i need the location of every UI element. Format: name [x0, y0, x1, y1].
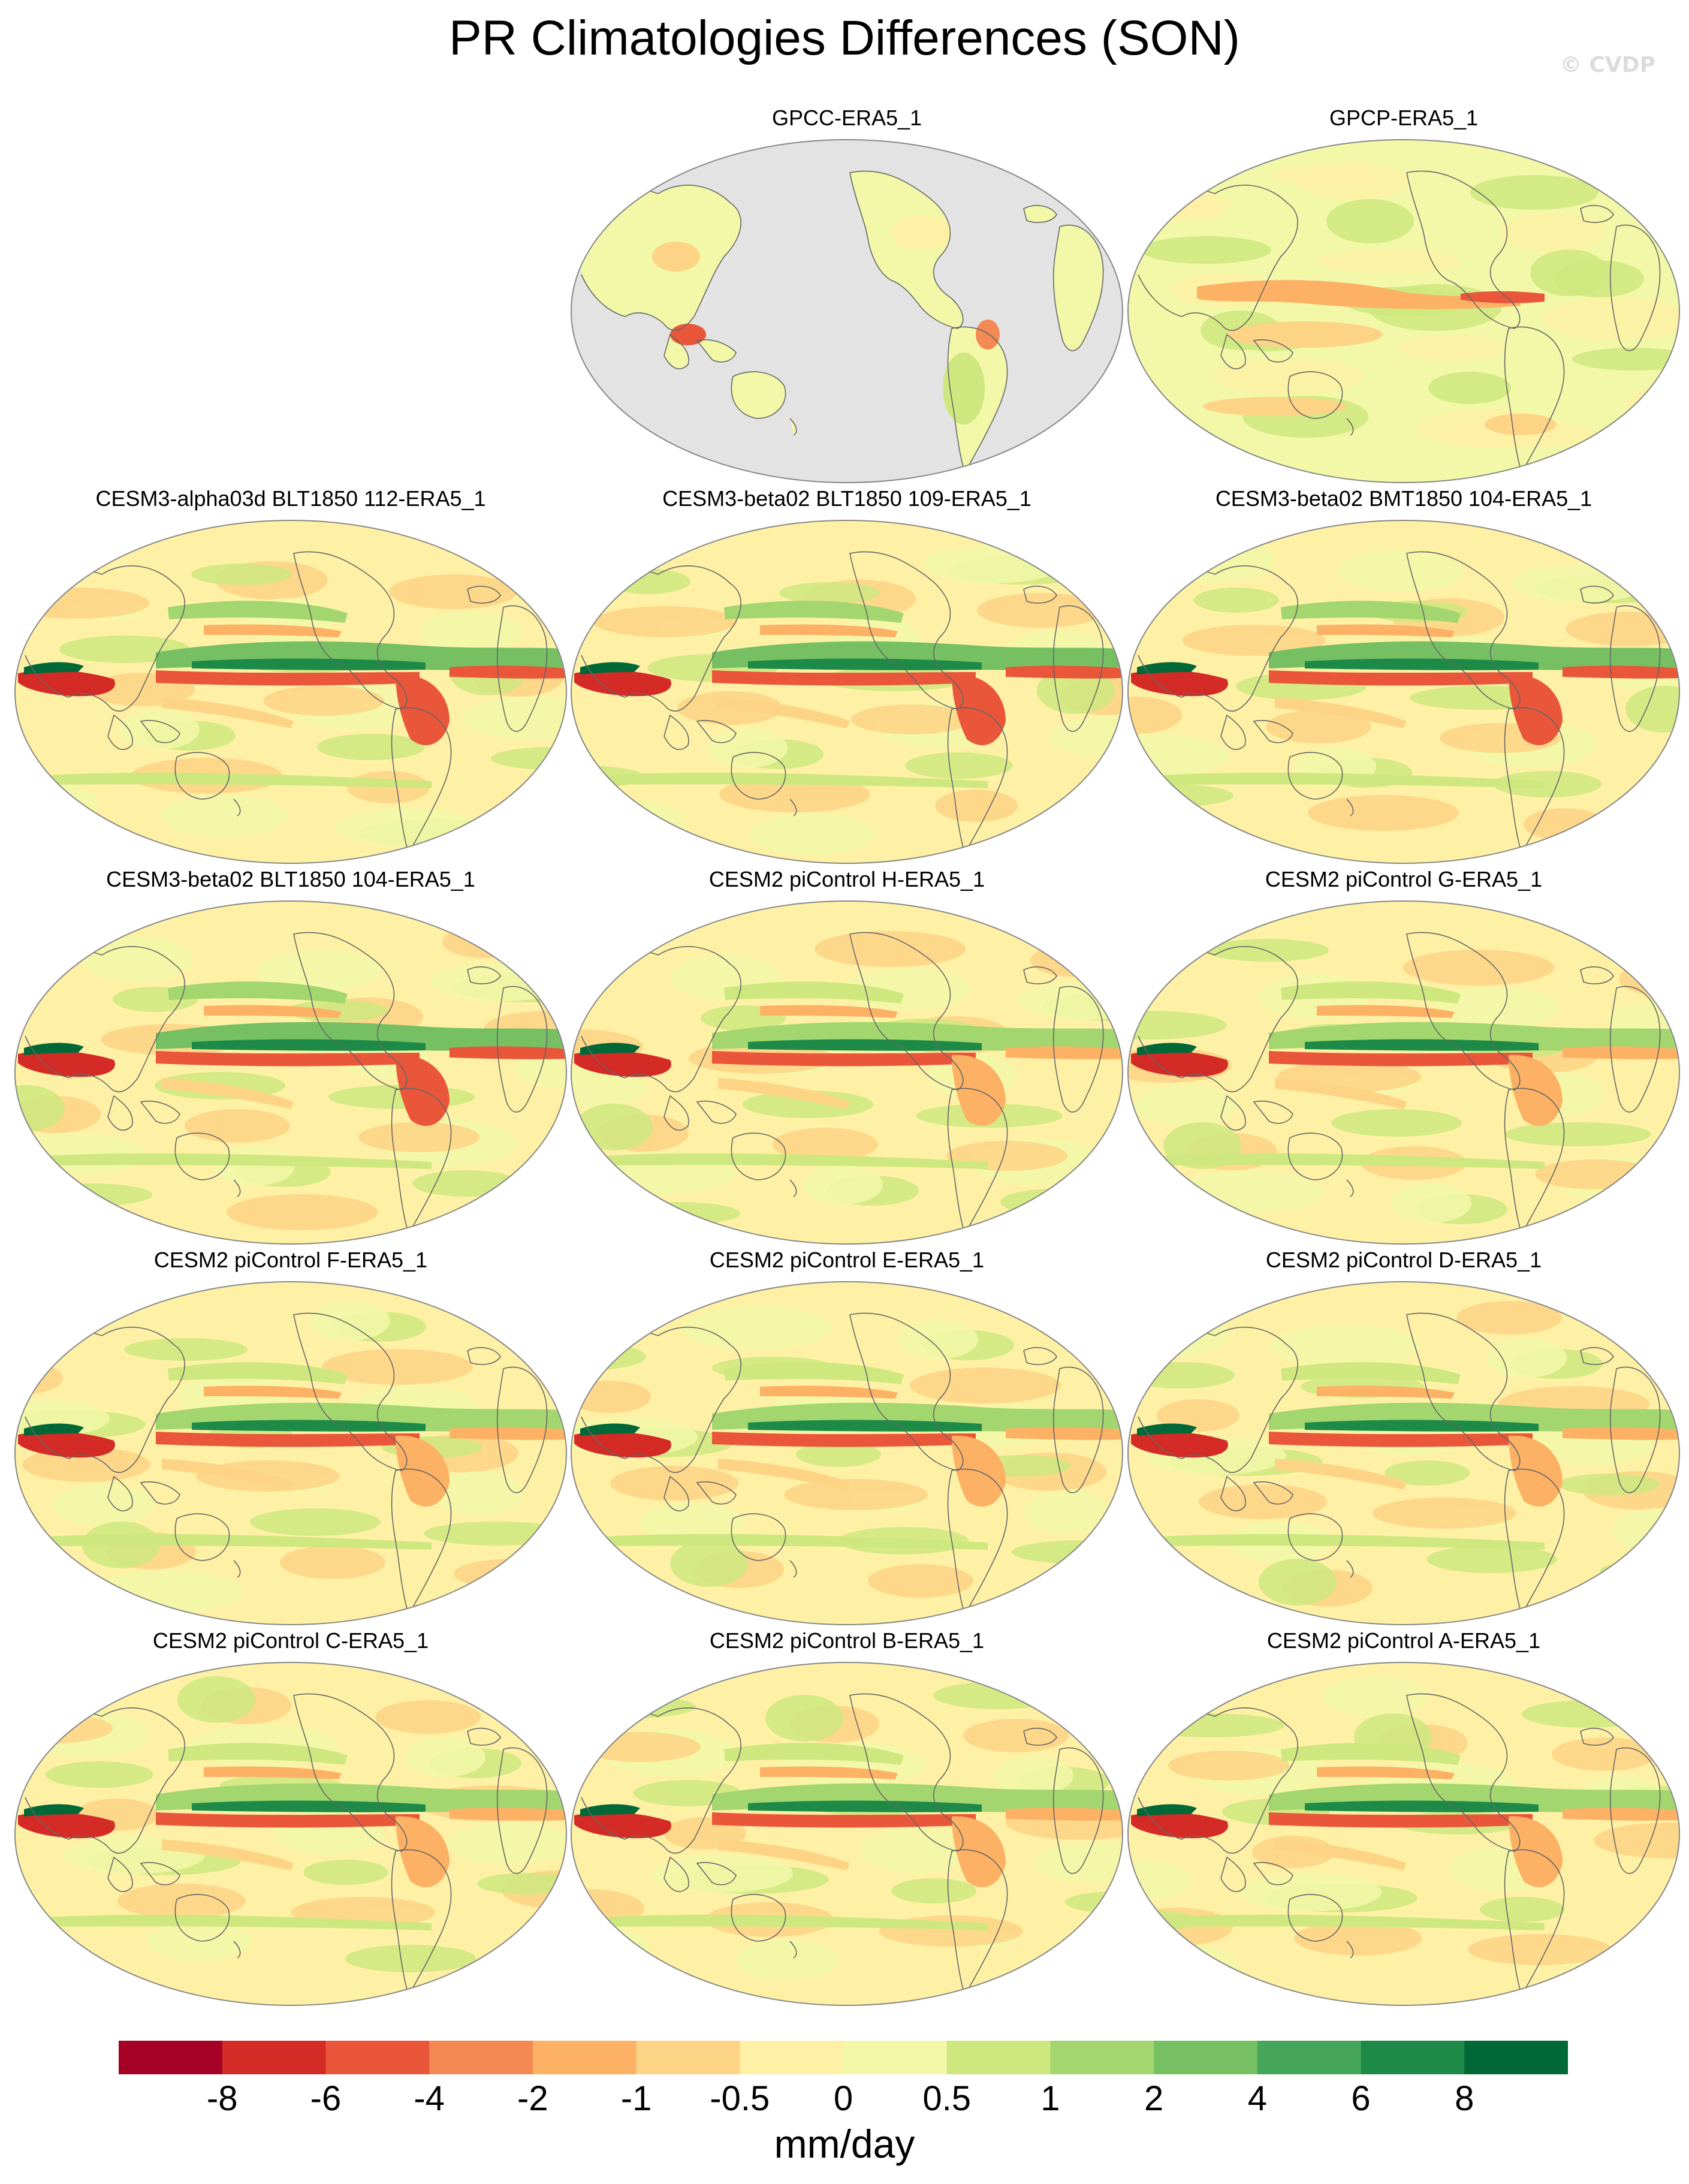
- colorbar-tick-label: -8: [206, 2079, 238, 2118]
- colorbar: [119, 2041, 1568, 2074]
- colorbar-swatch: [1154, 2041, 1258, 2074]
- map-panel: CESM3-beta02 BLT1850 104-ERA5_1: [12, 863, 569, 1247]
- precip-difference-map: [571, 520, 1123, 864]
- colorbar-swatch: [636, 2041, 740, 2074]
- colorbar-swatch: [222, 2041, 326, 2074]
- precip-difference-map: [571, 900, 1123, 1245]
- figure-title: PR Climatologies Differences (SON): [448, 11, 1240, 65]
- precip-difference-map: [571, 139, 1123, 483]
- precip-difference-map: [14, 1281, 567, 1625]
- precip-difference-map: [571, 1662, 1123, 2006]
- map-panel: CESM2 piControl A-ERA5_1: [1125, 1625, 1682, 2008]
- map-panel: CESM2 piControl E-ERA5_1: [568, 1244, 1126, 1628]
- map-panel: CESM2 piControl B-ERA5_1: [568, 1625, 1126, 2008]
- colorbar-tick-label: 2: [1144, 2079, 1164, 2118]
- colorbar-swatch: [843, 2041, 948, 2074]
- colorbar-tick-label: -0.5: [710, 2079, 770, 2118]
- panel-title: CESM2 piControl D-ERA5_1: [1265, 1248, 1542, 1272]
- colorbar-swatch: [1361, 2041, 1465, 2074]
- colorbar-units: mm/day: [774, 2122, 915, 2166]
- colorbar-swatch: [740, 2041, 844, 2074]
- colorbar-tick-label: 0.5: [922, 2079, 972, 2118]
- panel-title: CESM3-beta02 BLT1850 109-ERA5_1: [662, 486, 1032, 511]
- panel-title: CESM2 piControl F-ERA5_1: [153, 1248, 428, 1272]
- map-panel: GPCP-ERA5_1: [1125, 102, 1682, 486]
- panel-title: GPCP-ERA5_1: [1329, 106, 1479, 130]
- map-panel: CESM2 piControl C-ERA5_1: [12, 1625, 569, 2008]
- colorbar-swatch: [429, 2041, 533, 2074]
- precip-difference-map: [1127, 1281, 1680, 1625]
- panel-title: CESM2 piControl H-ERA5_1: [708, 867, 985, 891]
- map-panel: CESM3-beta02 BMT1850 104-ERA5_1: [1125, 483, 1682, 866]
- map-panel: CESM2 piControl G-ERA5_1: [1125, 863, 1682, 1247]
- colorbar-swatch: [946, 2041, 1051, 2074]
- precip-difference-map: [571, 1281, 1123, 1625]
- panel-title: CESM2 piControl C-ERA5_1: [152, 1628, 429, 1653]
- precip-difference-map: [14, 1662, 567, 2006]
- panel-title: CESM3-beta02 BMT1850 104-ERA5_1: [1215, 486, 1593, 511]
- map-panel: CESM2 piControl H-ERA5_1: [568, 863, 1126, 1247]
- colorbar-swatch: [1464, 2041, 1568, 2074]
- panel-title: CESM2 piControl A-ERA5_1: [1266, 1628, 1541, 1653]
- panel-title: CESM3-beta02 BLT1850 104-ERA5_1: [106, 867, 475, 891]
- cvdp-watermark: © CVDP: [1560, 53, 1655, 77]
- precip-difference-map: [1127, 1662, 1680, 2006]
- panel-title: CESM2 piControl E-ERA5_1: [709, 1248, 985, 1272]
- precip-difference-map: [1127, 520, 1680, 864]
- colorbar-tick-label: 0: [833, 2079, 853, 2118]
- map-panel: CESM2 piControl F-ERA5_1: [12, 1244, 569, 1628]
- colorbar-swatch: [119, 2041, 223, 2074]
- panel-title: CESM2 piControl B-ERA5_1: [709, 1628, 985, 1653]
- colorbar-tick-label: -4: [414, 2079, 445, 2118]
- precip-difference-map: [1127, 900, 1680, 1245]
- panel-title: CESM2 piControl G-ERA5_1: [1265, 867, 1543, 891]
- colorbar-tick-label: 8: [1455, 2079, 1474, 2118]
- map-panel: CESM3-beta02 BLT1850 109-ERA5_1: [568, 483, 1126, 866]
- map-panel: CESM3-alpha03d BLT1850 112-ERA5_1: [12, 483, 569, 866]
- map-panel: GPCC-ERA5_1: [568, 102, 1126, 486]
- colorbar-tick-label: 1: [1040, 2079, 1060, 2118]
- colorbar-swatch: [532, 2041, 637, 2074]
- precip-difference-map: [14, 520, 567, 864]
- colorbar-tick-label: -6: [310, 2079, 342, 2118]
- precip-difference-map: [14, 900, 567, 1245]
- colorbar-tick-label: -1: [620, 2079, 652, 2118]
- colorbar-tick-label: 4: [1247, 2079, 1267, 2118]
- map-panel: CESM2 piControl D-ERA5_1: [1125, 1244, 1682, 1628]
- colorbar-swatch: [325, 2041, 430, 2074]
- colorbar-tick-label: -2: [517, 2079, 548, 2118]
- panel-title: GPCC-ERA5_1: [771, 106, 922, 130]
- panel-title: CESM3-alpha03d BLT1850 112-ERA5_1: [95, 486, 486, 511]
- precip-difference-map: [1127, 139, 1680, 483]
- colorbar-swatch: [1257, 2041, 1362, 2074]
- colorbar-swatch: [1050, 2041, 1154, 2074]
- colorbar-tick-label: 6: [1351, 2079, 1371, 2118]
